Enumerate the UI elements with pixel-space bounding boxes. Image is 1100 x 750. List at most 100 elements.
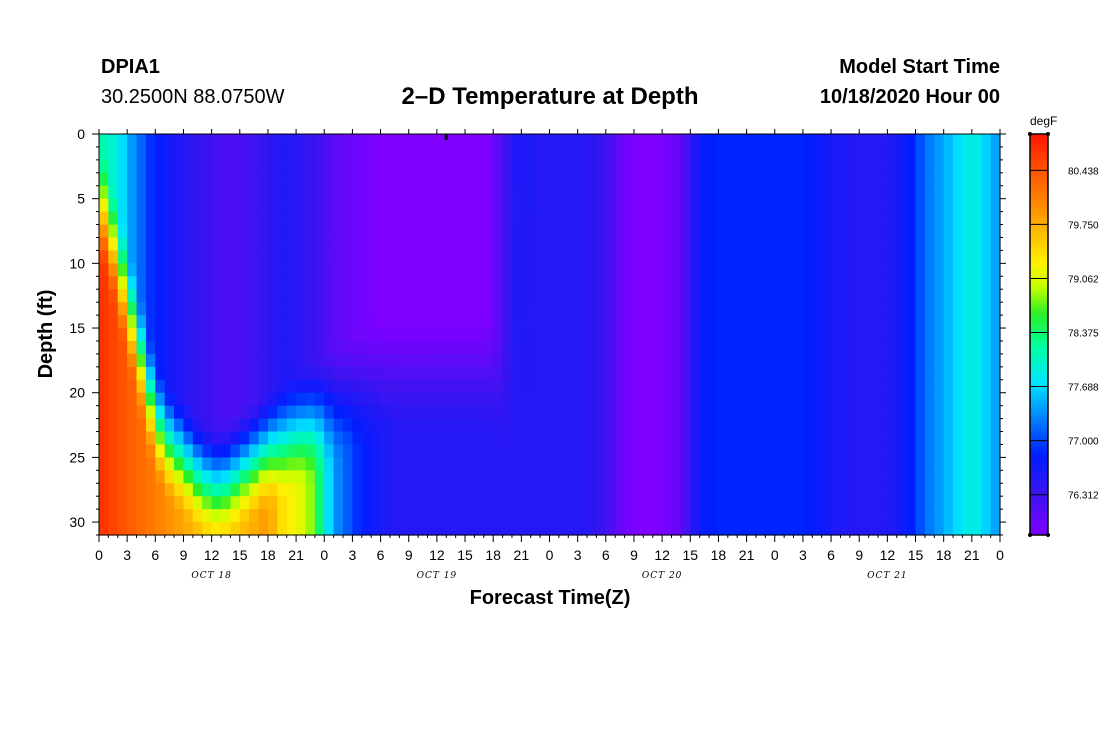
heatmap-cell (849, 483, 860, 497)
heatmap-cell (924, 366, 935, 381)
heatmap-cell (568, 134, 579, 148)
heatmap-cell (465, 522, 476, 536)
heatmap-cell (521, 328, 532, 342)
heatmap-cell (643, 263, 654, 277)
heatmap-cell (408, 431, 419, 446)
heatmap-cell (174, 470, 185, 484)
heatmap-cell (155, 366, 166, 381)
heatmap-cell (145, 457, 156, 471)
heatmap-cell (221, 522, 231, 536)
heatmap-cell (258, 509, 269, 523)
heatmap-cell (258, 250, 269, 264)
heatmap-cell (314, 211, 325, 226)
heatmap-cell (605, 418, 616, 433)
heatmap-cell (765, 470, 776, 484)
heatmap-cell (540, 340, 551, 355)
heatmap-cell (371, 444, 382, 458)
heatmap-cell (183, 366, 194, 381)
heatmap-cell (699, 366, 710, 381)
heatmap-cell (699, 328, 710, 342)
heatmap-cell (577, 405, 588, 420)
heatmap-cell (784, 392, 795, 407)
heatmap-cell (108, 211, 119, 226)
heatmap-cell (802, 159, 813, 174)
heatmap-cell (108, 340, 119, 355)
heatmap-cell (906, 237, 917, 252)
heatmap-cell (361, 134, 372, 148)
heatmap-cell (446, 431, 457, 446)
heatmap-cell (549, 457, 560, 471)
heatmap-cell (877, 134, 888, 148)
heatmap-cell (821, 328, 832, 342)
heatmap-cell (418, 444, 429, 458)
heatmap-cell (427, 172, 438, 187)
heatmap-cell (305, 522, 316, 536)
heatmap-cell (399, 431, 410, 446)
heatmap-cell (502, 509, 513, 523)
heatmap-cell (906, 185, 917, 200)
heatmap-cell (399, 340, 410, 355)
heatmap-cell (887, 522, 898, 536)
heatmap-cell (399, 250, 410, 264)
heatmap-cell (577, 366, 588, 381)
heatmap-cell (221, 263, 231, 277)
heatmap-cell (230, 198, 241, 213)
heatmap-cell (849, 211, 860, 226)
heatmap-cell (765, 146, 776, 161)
heatmap-cell (859, 392, 870, 407)
heatmap-cell (127, 457, 138, 471)
heatmap-cell (296, 353, 307, 368)
heatmap-cell (389, 418, 400, 433)
heatmap-cell (934, 315, 945, 329)
heatmap-cell (802, 328, 813, 342)
heatmap-cell (408, 470, 419, 484)
heatmap-cell (296, 328, 307, 342)
heatmap-cell (465, 470, 476, 484)
heatmap-cell (277, 353, 288, 368)
heatmap-cell (605, 379, 616, 394)
heatmap-cell (117, 405, 128, 420)
heatmap-cell (399, 198, 410, 213)
colorbar-end-dot (1028, 533, 1032, 537)
heatmap-cell (427, 431, 438, 446)
heatmap-cell (267, 146, 278, 161)
heatmap-cell (474, 457, 485, 471)
heatmap-cell (558, 522, 569, 536)
heatmap-cell (267, 159, 278, 174)
heatmap-cell (690, 496, 701, 510)
heatmap-cell (793, 289, 804, 303)
heatmap-cell (849, 159, 860, 174)
heatmap-cell (286, 237, 297, 252)
heatmap-cell (812, 379, 823, 394)
heatmap-cell (727, 340, 738, 355)
heatmap-cell (643, 250, 654, 264)
heatmap-cell (755, 431, 766, 446)
heatmap-cell (286, 418, 297, 433)
heatmap-cell (718, 211, 729, 226)
heatmap-cell (840, 250, 851, 264)
heatmap-cell (831, 353, 842, 368)
heatmap-cell (389, 353, 400, 368)
heatmap-cell (652, 509, 663, 523)
heatmap-cell (774, 198, 785, 213)
heatmap-cell (446, 328, 457, 342)
heatmap-cell (577, 224, 588, 239)
heatmap-cell (774, 315, 785, 329)
heatmap-cell (671, 392, 682, 407)
heatmap-cell (737, 522, 748, 536)
heatmap-cell (680, 353, 691, 368)
heatmap-cell (511, 392, 522, 407)
heatmap-cell (915, 315, 926, 329)
heatmap-cell (324, 315, 335, 329)
heatmap-cell (643, 366, 654, 381)
colorbar-end-dot (1046, 132, 1050, 136)
heatmap-cell (587, 263, 598, 277)
heatmap-cell (718, 431, 729, 446)
heatmap-cell (267, 315, 278, 329)
heatmap-cell (286, 340, 297, 355)
heatmap-cell (540, 263, 551, 277)
heatmap-cell (230, 353, 241, 368)
heatmap-cell (502, 237, 513, 252)
heatmap-cell (399, 185, 410, 200)
heatmap-cell (380, 276, 391, 290)
